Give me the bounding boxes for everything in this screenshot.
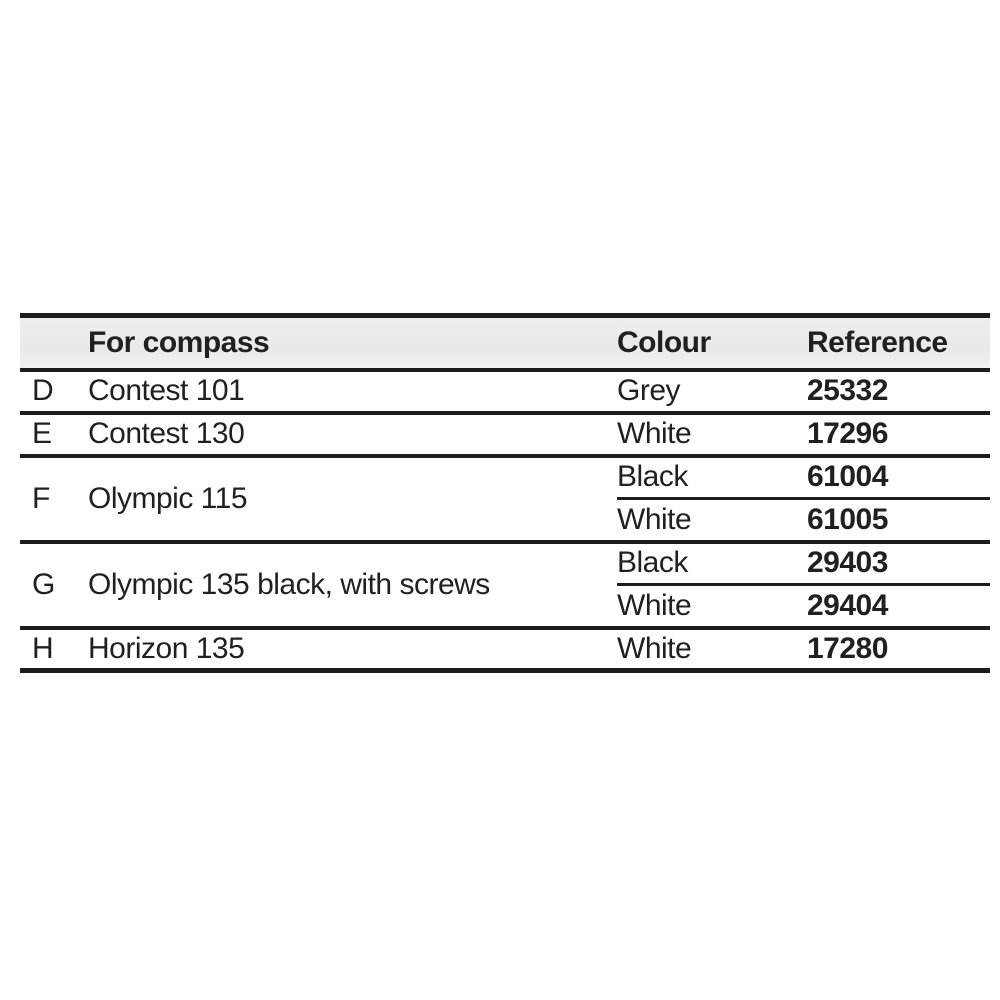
header-letter xyxy=(20,315,88,372)
compass-name: Contest 101 xyxy=(88,374,245,407)
reference-value: 25332 xyxy=(807,374,888,407)
compass-parts-table: For compass Colour Reference D Contest 1… xyxy=(20,313,990,673)
reference-value: 17280 xyxy=(807,625,990,671)
header-colour: Colour xyxy=(617,315,807,372)
table-row-g-variant-2: White 29404 xyxy=(20,583,990,628)
colour-value: Grey xyxy=(617,374,681,407)
reference-value: 17296 xyxy=(807,410,990,456)
colour-value: Black xyxy=(617,539,807,585)
colour-value: Black xyxy=(617,453,807,499)
reference-value: 29404 xyxy=(807,583,990,628)
header-reference: Reference xyxy=(807,315,990,372)
header-for-compass: For compass xyxy=(88,315,617,372)
colour-value: White xyxy=(617,497,807,542)
row-letter: G xyxy=(20,539,88,628)
header-row: For compass Colour Reference xyxy=(20,315,990,372)
table-row-d: D Contest 101 Grey 25332 xyxy=(20,370,990,413)
table-row-f-variant-2: White 61005 xyxy=(20,497,990,542)
reference-value: 61005 xyxy=(807,497,990,542)
compass-name: Olympic 135 black, with screws xyxy=(88,539,617,628)
row-letter: E xyxy=(20,410,88,456)
row-letter: H xyxy=(20,625,88,671)
table-row-e: E Contest 130 White 17296 xyxy=(20,410,990,456)
colour-value: White xyxy=(617,625,807,671)
row-letter: F xyxy=(20,453,88,542)
compass-name: Contest 130 xyxy=(88,410,617,456)
reference-value: 61004 xyxy=(807,453,990,499)
compass-name: Olympic 115 xyxy=(88,453,617,542)
colour-value: White xyxy=(617,583,807,628)
parts-table-container: For compass Colour Reference D Contest 1… xyxy=(20,313,990,673)
reference-value: 29403 xyxy=(807,539,990,585)
row-letter: D xyxy=(32,374,54,407)
table-row-f: F Olympic 115 Black 61004 xyxy=(20,453,990,542)
colour-value: White xyxy=(617,410,807,456)
table-row-g: G Olympic 135 black, with screws Black 2… xyxy=(20,539,990,628)
compass-name: Horizon 135 xyxy=(88,625,617,671)
table-row-h: H Horizon 135 White 17280 xyxy=(20,625,990,671)
